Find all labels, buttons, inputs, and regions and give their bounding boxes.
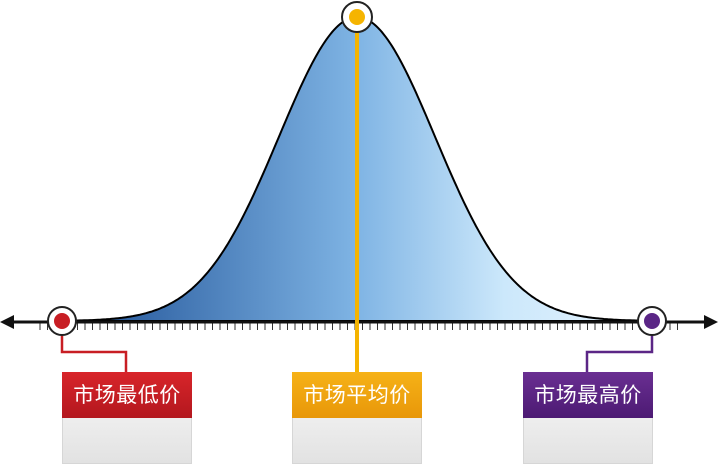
- high-connector: [585, 332, 654, 372]
- axis-arrow-right-icon: [704, 315, 718, 329]
- low-connector: [60, 332, 128, 372]
- high-marker: [637, 306, 667, 336]
- low-price-box: [62, 418, 192, 464]
- average-price-box: [292, 418, 422, 464]
- high-price-label: 市场最高价: [523, 372, 653, 418]
- high-price-box: [523, 418, 653, 464]
- low-price-label: 市场最低价: [62, 372, 192, 418]
- low-marker: [47, 306, 77, 336]
- average-price-card: 市场平均价: [292, 372, 422, 464]
- axis-arrow-left-icon: [0, 315, 14, 329]
- low-price-card: 市场最低价: [62, 372, 192, 464]
- high-price-card: 市场最高价: [523, 372, 653, 464]
- average-price-label: 市场平均价: [292, 372, 422, 418]
- average-marker: [341, 1, 373, 33]
